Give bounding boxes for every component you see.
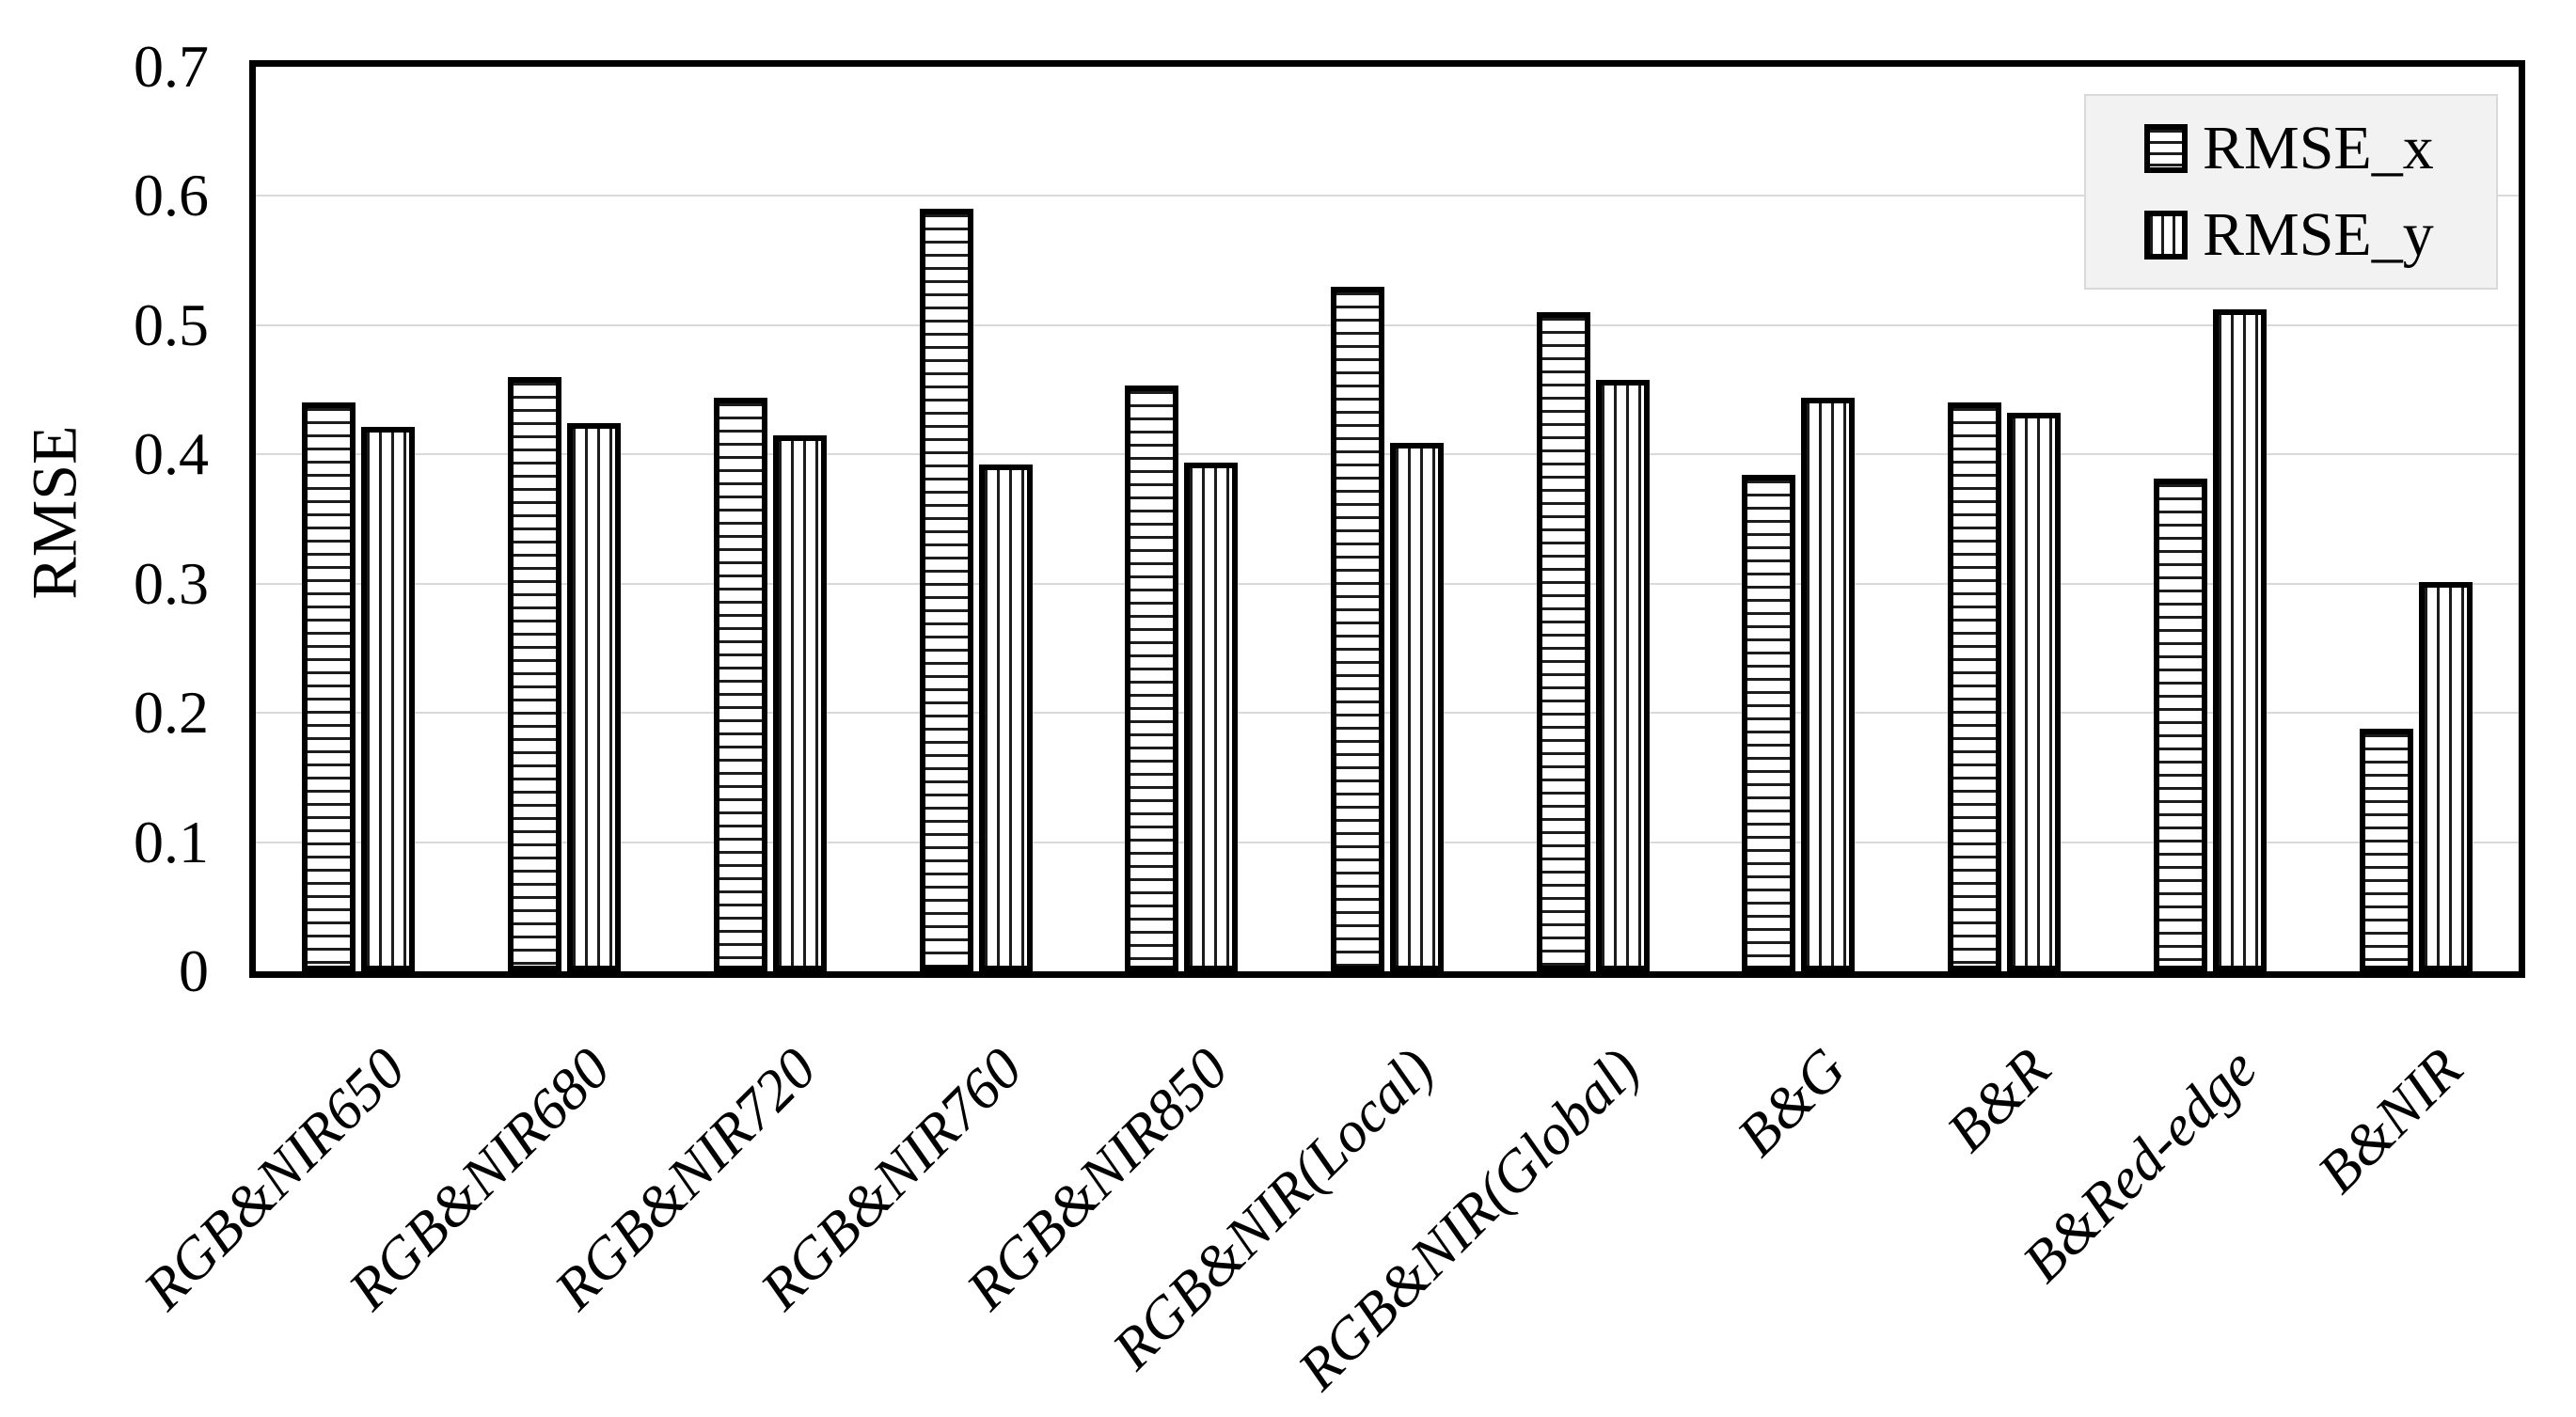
legend-entry-RMSE_y: RMSE_y <box>2144 199 2496 269</box>
gridline <box>256 323 2519 326</box>
x-category-label: RGB&NIR(Global) <box>1286 1036 1652 1403</box>
legend-label: RMSE_y <box>2203 199 2434 269</box>
y-tick-label: 0.2 <box>134 679 209 747</box>
plot-inner <box>256 67 2519 971</box>
bar-RMSE_y-RGB&NIR850 <box>1184 462 1239 971</box>
y-tick-label: 0.3 <box>134 549 209 617</box>
bar-RMSE_x-B&NIR <box>2359 728 2413 971</box>
bar-RMSE_x-RGB&NIR650 <box>302 402 356 971</box>
bar-RMSE_y-RGB&NIR720 <box>772 434 827 971</box>
bar-RMSE_x-RGB&NIR720 <box>713 397 767 971</box>
gridline <box>256 712 2519 715</box>
bar-RMSE_y-B&Red-edge <box>2212 309 2267 971</box>
y-tick-label: 0.4 <box>134 420 209 488</box>
gridline <box>256 195 2519 197</box>
bar-RMSE_x-RGB&NIR(Global) <box>1536 312 1590 971</box>
y-tick-label: 0.5 <box>134 291 209 358</box>
y-tick-label: 0 <box>179 937 209 1004</box>
x-category-label: B&NIR <box>2305 1036 2475 1205</box>
gridline <box>256 582 2519 585</box>
bar-RMSE_y-B&R <box>2007 413 2062 971</box>
bar-RMSE_x-B&Red-edge <box>2153 479 2207 971</box>
bar-RMSE_y-RGB&NIR(Local) <box>1390 442 1444 971</box>
bar-RMSE_y-B&G <box>1801 397 1856 971</box>
legend: RMSE_x RMSE_y <box>2084 94 2498 290</box>
y-tick-label: 0.7 <box>134 33 209 100</box>
vertical-stripes-swatch-icon <box>2144 210 2188 260</box>
bar-RMSE_x-B&G <box>1742 475 1796 971</box>
legend-label: RMSE_x <box>2203 114 2434 183</box>
legend-entry-RMSE_x: RMSE_x <box>2144 116 2496 181</box>
x-category-label: B&G <box>1725 1036 1857 1169</box>
bar-RMSE_y-RGB&NIR(Global) <box>1595 379 1650 971</box>
bar-RMSE_y-B&NIR <box>2418 582 2473 971</box>
horizontal-stripes-swatch-icon <box>2144 124 2188 174</box>
bar-RMSE_x-B&R <box>1948 402 2002 971</box>
y-tick-label: 0.1 <box>134 808 209 875</box>
bar-RMSE_y-RGB&NIR680 <box>567 423 622 971</box>
bar-RMSE_x-RGB&NIR850 <box>1125 386 1179 971</box>
y-tick-label: 0.6 <box>134 162 209 229</box>
bar-RMSE_x-RGB&NIR760 <box>919 209 973 971</box>
gridline <box>256 841 2519 843</box>
bar-RMSE_y-RGB&NIR760 <box>978 464 1033 971</box>
bar-RMSE_y-RGB&NIR650 <box>361 427 416 971</box>
bar-RMSE_x-RGB&NIR(Local) <box>1331 286 1384 971</box>
bar-RMSE_x-RGB&NIR680 <box>508 376 562 971</box>
x-category-label: B&R <box>1935 1036 2063 1165</box>
gridline <box>256 453 2519 456</box>
